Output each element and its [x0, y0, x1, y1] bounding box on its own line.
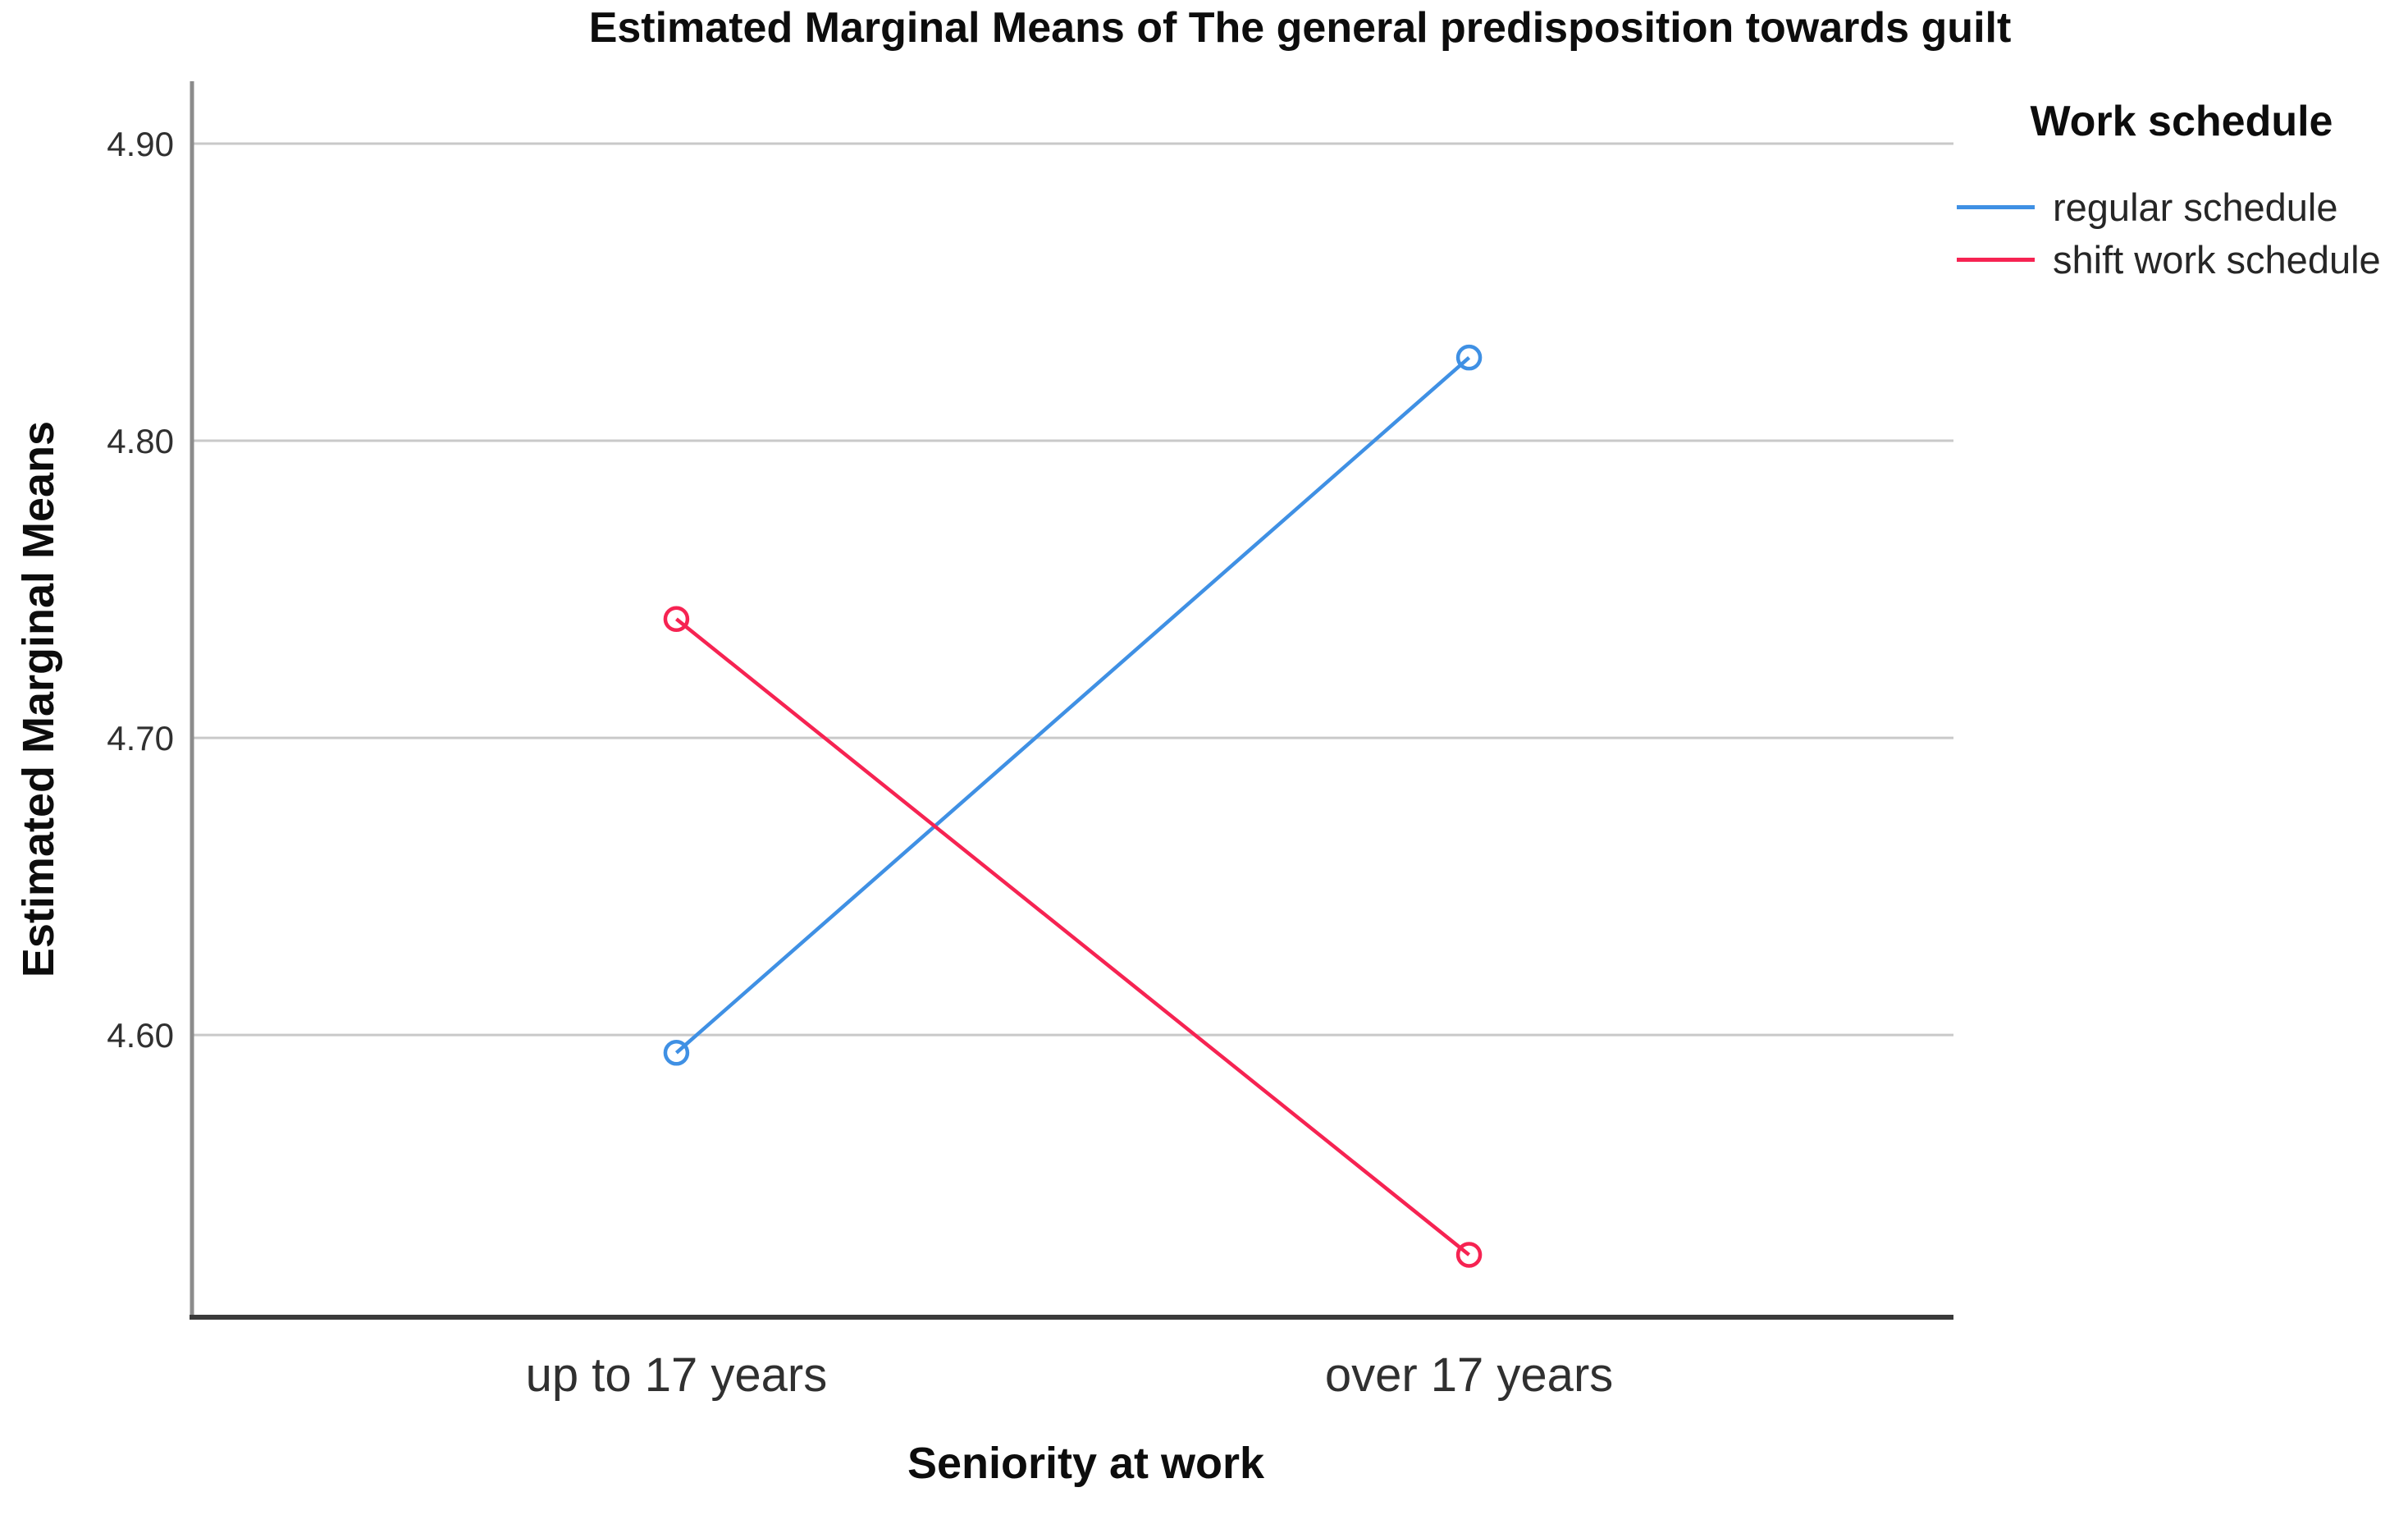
- data-point-marker: [663, 606, 690, 633]
- series-line: [674, 355, 1471, 1055]
- y-tick-label: 4.70: [107, 719, 174, 758]
- chart-title: Estimated Marginal Means of The general …: [588, 4, 2012, 52]
- legend-label-regular-schedule: regular schedule: [2053, 185, 2338, 229]
- x-category-label: over 17 years: [1325, 1348, 1613, 1402]
- legend-label-shift-work-schedule: shift work schedule: [2053, 237, 2381, 281]
- regular-schedule-line-swatch: [1957, 204, 2035, 209]
- legend-item-regular-schedule: regular schedule: [1957, 183, 2406, 231]
- series-line: [675, 617, 1470, 1256]
- data-point-marker: [1455, 1242, 1483, 1268]
- legend-item-shift-work-schedule: shift work schedule: [1957, 236, 2406, 283]
- x-axis-title: Seniority at work: [907, 1439, 1265, 1488]
- x-category-label: up to 17 years: [526, 1348, 828, 1402]
- legend-title: Work schedule: [2030, 98, 2333, 145]
- y-tick-label: 4.90: [107, 125, 174, 163]
- data-point-marker: [1455, 344, 1483, 371]
- legend: Work schedule regular schedule shift wor…: [1957, 97, 2406, 283]
- data-point-marker: [663, 1040, 690, 1066]
- shift-work-schedule-line-swatch: [1957, 257, 2035, 262]
- y-tick-label: 4.60: [107, 1016, 174, 1055]
- y-tick-label: 4.80: [107, 422, 174, 460]
